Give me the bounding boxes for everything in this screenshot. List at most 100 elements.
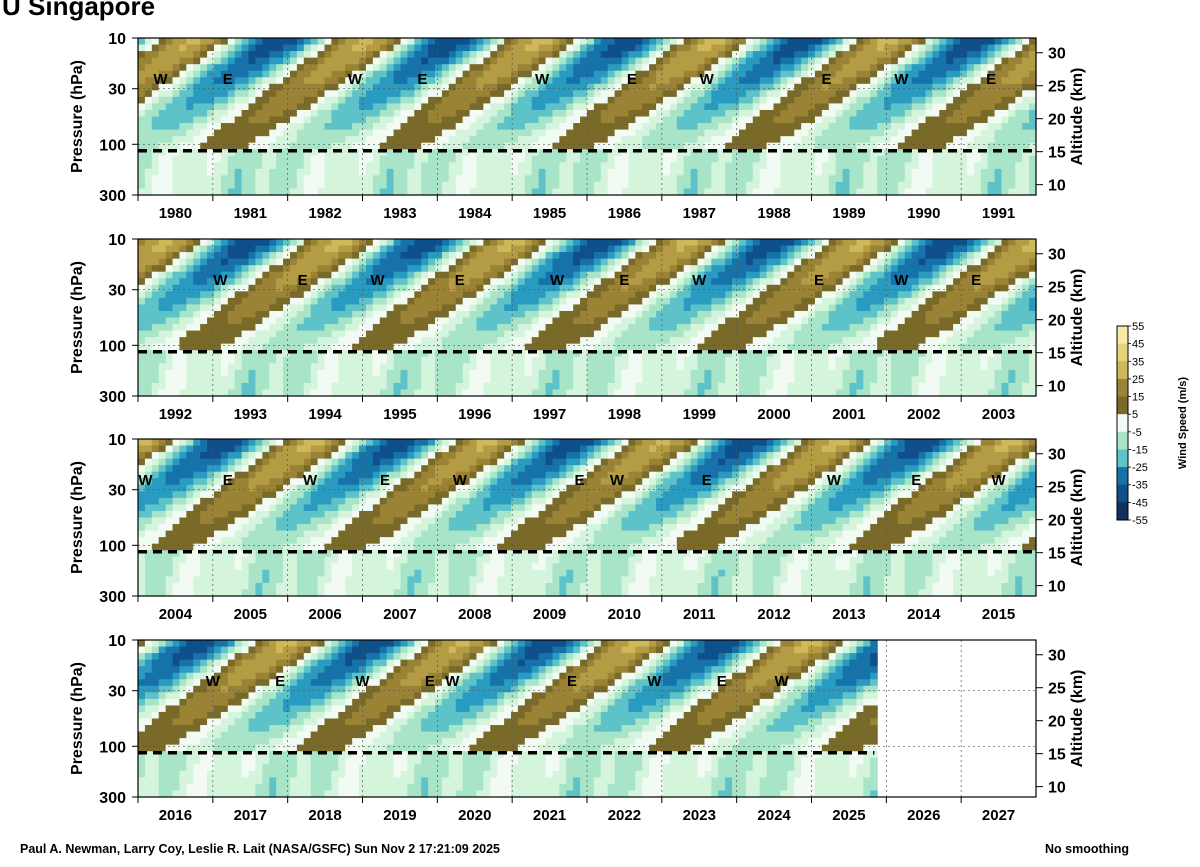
heatmap-cell: [220, 44, 229, 52]
heatmap-cell: [835, 96, 844, 105]
heatmap-cell: [877, 38, 885, 46]
heatmap-cell: [483, 356, 491, 364]
heatmap-cell: [870, 77, 878, 85]
heatmap-cell: [587, 330, 595, 338]
heatmap-cell: [980, 109, 989, 118]
heatmap-cell: [386, 291, 395, 299]
heatmap-cell: [476, 245, 484, 253]
heatmap-cell: [469, 278, 478, 286]
heatmap-cell: [808, 142, 816, 150]
heatmap-cell: [241, 324, 250, 332]
heatmap-cell: [310, 90, 319, 98]
heatmap-cell: [455, 304, 464, 312]
heatmap-cell: [987, 149, 996, 157]
heatmap-cell: [524, 168, 533, 176]
heatmap-cell: [476, 51, 484, 59]
heatmap-cell: [531, 149, 540, 157]
heatmap-cell: [227, 44, 236, 52]
heatmap-cell: [200, 103, 208, 111]
heatmap-cell: [870, 129, 878, 137]
heatmap-cell: [400, 142, 408, 150]
heatmap-cell: [179, 181, 187, 190]
heatmap-cell: [490, 245, 498, 253]
heatmap-cell: [317, 149, 326, 157]
heatmap-cell: [683, 103, 692, 111]
heatmap-cell: [151, 77, 160, 85]
heatmap-cell: [179, 142, 187, 150]
heatmap-cell: [759, 103, 768, 111]
heatmap-cell: [331, 70, 339, 78]
heatmap-cell: [338, 304, 346, 312]
heatmap-cell: [545, 181, 554, 190]
heatmap-cell: [524, 123, 533, 131]
heatmap-cell: [393, 90, 402, 98]
heatmap-cell: [269, 376, 277, 384]
heatmap-cell: [296, 162, 305, 170]
heatmap-cell: [200, 83, 208, 91]
heatmap-cell: [193, 57, 201, 65]
heatmap-cell: [662, 70, 671, 78]
heatmap-cell: [683, 44, 692, 52]
heatmap-cell: [241, 317, 250, 325]
heatmap-cell: [393, 155, 402, 163]
heatmap-cell: [759, 123, 768, 131]
heatmap-cell: [497, 330, 505, 338]
heatmap-cell: [490, 284, 498, 292]
heatmap-cell: [241, 304, 250, 312]
heatmap-cell: [207, 317, 215, 325]
heatmap-cell: [269, 51, 277, 59]
heatmap-cell: [911, 44, 920, 52]
heatmap-cell: [794, 162, 802, 170]
heatmap-cell: [1029, 64, 1037, 72]
heatmap-cell: [517, 142, 526, 150]
heatmap-cell: [704, 90, 712, 98]
heatmap-cell: [165, 83, 174, 91]
heatmap-cell: [566, 350, 574, 358]
heatmap-cell: [842, 57, 851, 65]
heatmap-cell: [186, 155, 194, 163]
heatmap-cell: [690, 123, 699, 131]
heatmap-cell: [794, 142, 802, 150]
heatmap-cell: [455, 356, 464, 364]
heatmap-cell: [725, 116, 733, 124]
heatmap-cell: [911, 109, 920, 118]
heatmap-cell: [407, 369, 415, 377]
heatmap-cell: [545, 278, 554, 286]
heatmap-cell: [593, 258, 602, 266]
heatmap-cell: [441, 181, 450, 190]
heatmap-cell: [870, 103, 878, 111]
heatmap-cell: [973, 116, 982, 124]
heatmap-cell: [296, 297, 305, 306]
heatmap-cell: [890, 123, 899, 131]
heatmap-cell: [711, 96, 719, 105]
heatmap-cell: [365, 337, 374, 345]
heatmap-cell: [690, 70, 699, 78]
heatmap-cell: [179, 109, 187, 118]
heatmap-cell: [732, 142, 740, 150]
heatmap-cell: [138, 284, 146, 292]
heatmap-cell: [248, 90, 257, 98]
heatmap-cell: [200, 330, 208, 338]
heatmap-cell: [331, 382, 339, 391]
heatmap-cell: [552, 51, 560, 59]
heatmap-cell: [884, 188, 892, 196]
heatmap-cell: [144, 304, 153, 312]
heatmap-cell: [186, 330, 194, 338]
heatmap-cell: [517, 129, 526, 137]
heatmap-cell: [573, 188, 581, 196]
heatmap-cell: [310, 129, 319, 137]
heatmap-cell: [946, 96, 954, 105]
heatmap-cell: [338, 239, 346, 247]
heatmap-cell: [856, 116, 864, 124]
heatmap-cell: [448, 330, 457, 338]
heatmap-cell: [227, 90, 236, 98]
heatmap-cell: [227, 271, 236, 279]
heatmap-cell: [379, 103, 388, 111]
heatmap-cell: [587, 278, 595, 286]
heatmap-cell: [213, 376, 222, 384]
heatmap-cell: [345, 324, 353, 332]
heatmap-cell: [220, 382, 229, 391]
heatmap-cell: [435, 77, 443, 85]
heatmap-cell: [1022, 175, 1030, 183]
heatmap-cell: [490, 324, 498, 332]
